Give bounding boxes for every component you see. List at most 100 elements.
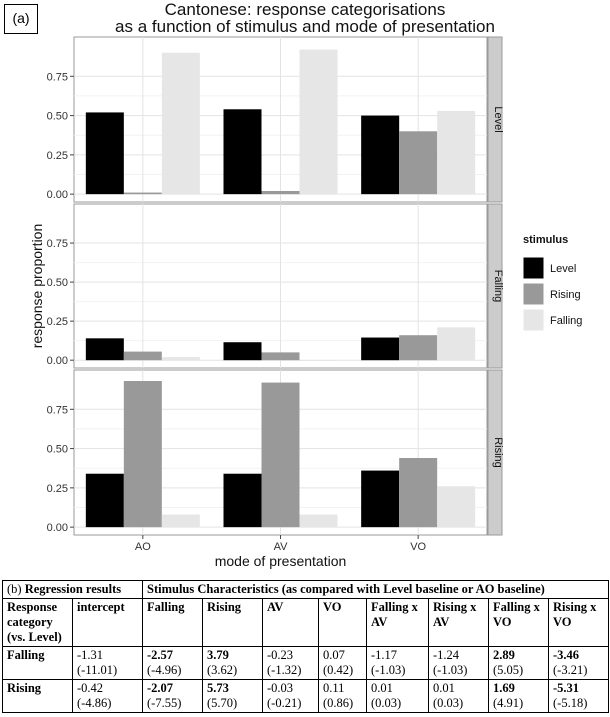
- coefficient-value: -2.57: [147, 648, 174, 662]
- y-tick-label: 0.75: [47, 238, 68, 250]
- facet-strip: [487, 36, 503, 203]
- coefficient-value: -0.42: [77, 681, 104, 695]
- z-statistic-value: (-0.21): [267, 696, 302, 710]
- legend-swatch-level: [522, 256, 545, 280]
- table-caption-title: Regression results: [24, 582, 122, 596]
- facet-label: Level: [492, 106, 504, 132]
- z-statistic-value: (-4.86): [77, 696, 112, 710]
- facet-strip: [487, 369, 503, 536]
- y-tick-label: 0.50: [47, 444, 68, 456]
- chart-title-line2: as a function of stimulus and mode of pr…: [115, 17, 495, 36]
- table-cell: -1.31 (-11.01): [72, 646, 143, 680]
- coefficient-value: -3.46: [553, 648, 580, 662]
- table-column-header: Falling x AV: [366, 598, 429, 647]
- table-cell: 5.73 (5.70): [202, 679, 263, 713]
- coefficient-value: 0.11: [323, 681, 345, 695]
- bar-falling: [437, 486, 476, 528]
- bar-rising: [123, 351, 162, 361]
- coefficient-value: -1.31: [77, 648, 104, 662]
- z-statistic-value: (5.70): [207, 696, 238, 710]
- z-statistic-value: (-5.18): [553, 696, 588, 710]
- table-row-label: Rising: [2, 679, 73, 713]
- table-column-header: intercept: [72, 598, 143, 647]
- coefficient-value: -1.24: [433, 648, 460, 662]
- y-tick-label: 0.00: [47, 189, 68, 201]
- table-cell: -2.57 (-4.96): [142, 646, 203, 680]
- facet-label: Falling: [492, 270, 504, 302]
- bar-falling: [437, 110, 476, 195]
- legend-title: stimulus: [523, 234, 568, 246]
- chart-title-line1: Cantonese: response categorisations: [164, 0, 446, 19]
- y-tick-label: 0.75: [47, 71, 68, 83]
- z-statistic-value: (-1.03): [371, 663, 406, 677]
- table-cell: 3.79 (3.62): [202, 646, 263, 680]
- y-tick-label: 0.50: [47, 111, 68, 123]
- x-tick-label: AO: [135, 541, 151, 553]
- y-tick-label: 0.25: [47, 483, 68, 495]
- bar-level: [361, 337, 400, 361]
- table-caption-row: (b) Regression results Stimulus Characte…: [2, 580, 610, 599]
- faceted-bar-chart: 0.00 0.25 0.50 0.75 Level 0.00 0.25 0.50 0.75 Fal…: [29, 36, 582, 569]
- z-statistic-value: (4.91): [493, 696, 524, 710]
- table-cell: -1.17 (-1.03): [366, 646, 429, 680]
- z-statistic-value: (0.03): [433, 696, 464, 710]
- y-tick-label: 0.50: [47, 277, 68, 289]
- bar-falling: [437, 327, 476, 361]
- table-cell: -5.31 (-5.18): [547, 679, 610, 713]
- facet-strip: [487, 203, 503, 369]
- y-tick-label: 0.25: [47, 316, 68, 328]
- legend-swatch-rising: [522, 282, 545, 306]
- bar-rising: [261, 382, 300, 528]
- table-row-header: Response category (vs. Level): [2, 598, 73, 647]
- bar-falling: [161, 357, 200, 361]
- facet-label: Rising: [492, 437, 504, 468]
- table-cell: -0.23 (-1.32): [262, 646, 319, 680]
- bar-rising: [261, 191, 300, 195]
- z-statistic-value: (0.03): [371, 696, 402, 710]
- coefficient-value: -0.23: [267, 648, 294, 662]
- bar-falling: [299, 49, 338, 195]
- regression-table: (b) Regression results Stimulus Characte…: [2, 580, 610, 713]
- y-axis-title: response proportion: [29, 224, 45, 349]
- table-column-header: Falling: [142, 598, 203, 647]
- table-header-row: Response category (vs. Level) intercept F…: [2, 598, 610, 647]
- table-cell: 1.69 (4.91): [488, 679, 549, 713]
- coefficient-value: 0.01: [433, 681, 455, 695]
- table-caption-prefix: (b): [7, 582, 22, 596]
- panel-label: (a): [4, 4, 38, 34]
- y-tick-label: 0.00: [47, 522, 68, 534]
- bar-rising: [261, 352, 300, 361]
- bar-level: [223, 342, 262, 361]
- bar-falling: [299, 360, 338, 361]
- x-tick-label: AV: [274, 541, 289, 553]
- bar-level: [85, 112, 124, 195]
- z-statistic-value: (0.42): [323, 663, 354, 677]
- table-cell: 2.89 (5.05): [488, 646, 549, 680]
- table-cell: 0.01 (0.03): [428, 679, 489, 713]
- table-column-header: VO: [318, 598, 367, 647]
- table-cell: -2.07 (-7.55): [142, 679, 203, 713]
- coefficient-value: -0.03: [267, 681, 294, 695]
- coefficient-value: -5.31: [553, 681, 580, 695]
- bar-falling: [161, 514, 200, 528]
- bar-rising: [123, 192, 162, 195]
- bar-level: [85, 473, 124, 528]
- coefficient-value: 0.07: [323, 648, 345, 662]
- bar-rising: [399, 458, 438, 528]
- z-statistic-value: (5.05): [493, 663, 524, 677]
- z-statistic-value: (0.86): [323, 696, 354, 710]
- coefficient-value: 5.73: [207, 681, 229, 695]
- coefficient-value: -2.07: [147, 681, 174, 695]
- y-tick-label: 0.25: [47, 150, 68, 162]
- coefficient-value: 1.69: [493, 681, 515, 695]
- y-tick-label: 0.00: [47, 355, 68, 367]
- bar-level: [223, 473, 262, 528]
- table-cell: 0.11 (0.86): [318, 679, 367, 713]
- z-statistic-value: (-1.03): [433, 663, 468, 677]
- legend-label-level: Level: [550, 263, 576, 275]
- table-column-header: Rising: [202, 598, 263, 647]
- table-column-header: Falling x VO: [488, 598, 549, 647]
- bar-level: [361, 115, 400, 195]
- bar-rising: [399, 335, 438, 361]
- z-statistic-value: (-7.55): [147, 696, 182, 710]
